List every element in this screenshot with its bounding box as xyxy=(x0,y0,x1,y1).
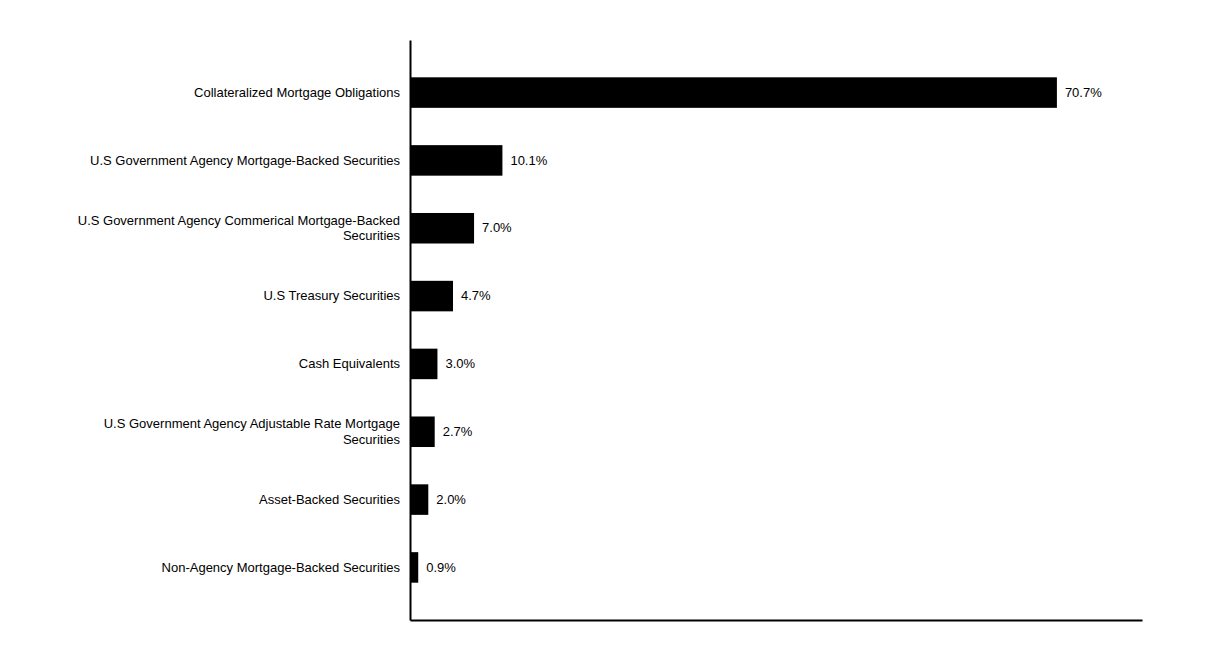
data-labels: 0.9% 2.0% 2.7% 3.0% 4.7% 7.0% 10.1% 70.7% xyxy=(426,85,1102,575)
data-label: 3.0% xyxy=(445,356,475,371)
bars xyxy=(410,77,1057,582)
category-tick: Collateralized Mortgage Obligations xyxy=(194,85,410,100)
category-tick: U.S Government Agency Commerical Mortgag… xyxy=(78,213,410,244)
category-label: Non-Agency Mortgage-Backed Securities xyxy=(162,560,401,575)
value-axis xyxy=(411,620,1143,621)
data-label: 4.7% xyxy=(461,288,491,303)
category-tick: Asset-Backed Securities xyxy=(259,492,410,507)
bar xyxy=(410,484,428,515)
category-tick: Non-Agency Mortgage-Backed Securities xyxy=(162,560,410,575)
data-label: 70.7% xyxy=(1065,85,1102,100)
data-label: 2.0% xyxy=(436,492,466,507)
category-label: U.S Government Agency Adjustable Rate Mo… xyxy=(104,416,401,447)
data-label: 10.1% xyxy=(510,153,547,168)
category-tick: U.S Government Agency Adjustable Rate Mo… xyxy=(104,416,410,447)
category-label: Collateralized Mortgage Obligations xyxy=(194,85,400,100)
bar xyxy=(410,416,435,447)
chart: Non-Agency Mortgage-Backed Securities Ass… xyxy=(0,0,1212,660)
category-label: Cash Equivalents xyxy=(299,356,401,371)
bar xyxy=(410,281,453,312)
category-axis: Non-Agency Mortgage-Backed Securities Ass… xyxy=(78,41,411,621)
value-axis-line xyxy=(411,620,1143,622)
data-label: 2.7% xyxy=(443,424,473,439)
data-label: 0.9% xyxy=(426,560,456,575)
category-tick: Cash Equivalents xyxy=(299,356,410,371)
plot: Non-Agency Mortgage-Backed Securities Ass… xyxy=(78,41,1143,621)
bar xyxy=(410,213,474,244)
category-tick: U.S Government Agency Mortgage-Backed Se… xyxy=(90,153,410,168)
category-label: U.S Government Agency Commerical Mortgag… xyxy=(78,213,401,244)
bar xyxy=(410,77,1057,108)
category-label: Asset-Backed Securities xyxy=(259,492,400,507)
bar xyxy=(410,349,437,380)
data-label: 7.0% xyxy=(482,220,512,235)
category-axis-line xyxy=(410,41,412,621)
category-tick: U.S Treasury Securities xyxy=(263,288,410,303)
category-label: U.S Treasury Securities xyxy=(263,288,400,303)
bar xyxy=(410,145,502,176)
category-label: U.S Government Agency Mortgage-Backed Se… xyxy=(90,153,400,168)
